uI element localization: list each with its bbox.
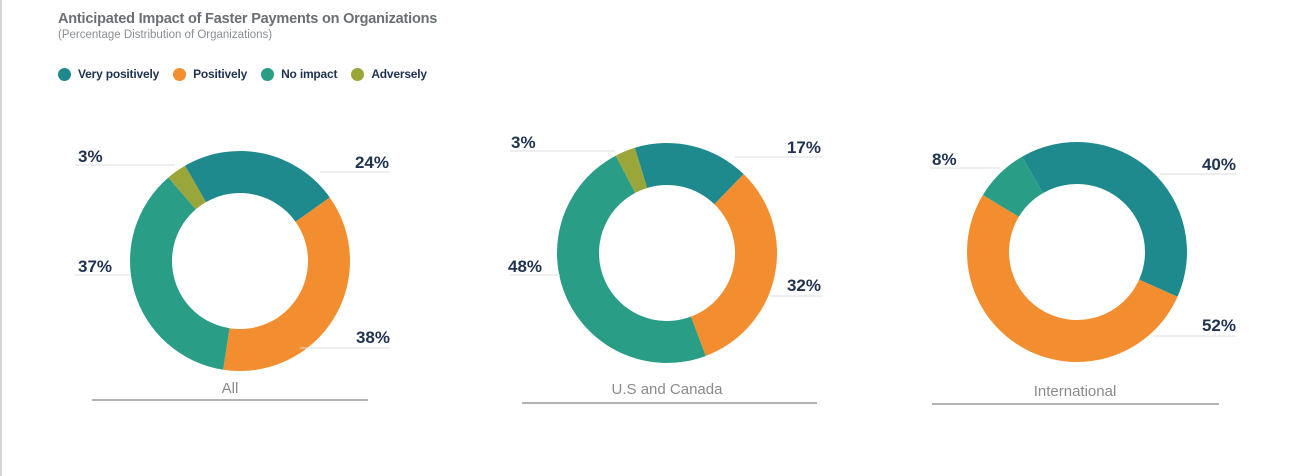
chart-subtitle: (Percentage Distribution of Organization… [58,29,273,41]
left-border [0,0,2,476]
label-no-impact: 37% [78,257,112,276]
donut-chart-international: 8% 40% 52% International [930,141,1236,405]
donut-segment-adversely [615,147,648,193]
donut-chart-us-canada: 3% 17% 48% 32% U.S and Canada [508,133,822,404]
legend-dot-icon [173,67,187,81]
donut-segment-positively [223,197,350,371]
category-title-international: International [1034,383,1117,400]
label-positively: 38% [356,328,390,347]
label-very-positively: 17% [787,138,821,157]
donut-segment-very-positively [1022,141,1187,297]
donut-us-canada [557,143,777,363]
legend-dot-icon [351,67,365,81]
chart-title: Anticipated Impact of Faster Payments on… [58,11,438,27]
donut-segment-very-positively [185,151,330,222]
legend-label: Adversely [371,67,427,81]
legend-label: Positively [193,67,248,81]
label-positively: 32% [787,276,821,295]
legend-item-very-positively: Very positively [58,67,159,81]
legend-item-positively: Positively [173,67,247,81]
label-no-impact: 48% [508,257,542,276]
donut-chart-all: 3% 24% 37% 38% All [75,147,390,401]
label-very-positively: 24% [355,153,389,172]
label-adversely: 3% [511,133,536,152]
donut-segment-adversely [168,165,206,210]
label-adversely: 3% [78,147,103,166]
donut-segment-no-impact [557,155,706,363]
donut-segment-no-impact [982,156,1043,217]
category-title-us-canada: U.S and Canada [612,381,724,398]
legend-item-no-impact: No impact [261,67,338,81]
donut-segment-positively [967,195,1178,362]
donut-segment-no-impact [129,177,230,370]
donut-segment-positively [690,174,777,356]
donut-segment-very-positively [634,143,744,205]
label-positively: 52% [1202,316,1236,335]
label-no-impact: 8% [932,150,957,169]
legend-label: Very positively [78,67,160,81]
legend-dot-icon [261,67,275,81]
donut-all [129,151,350,371]
legend-item-adversely: Adversely [351,67,427,81]
category-title-all: All [222,380,239,397]
legend-dot-icon [58,67,71,81]
legend: Very positively Positively No impact Adv… [58,67,441,81]
label-very-positively: 40% [1202,155,1236,174]
legend-label: No impact [281,67,338,81]
donut-international [967,141,1187,362]
